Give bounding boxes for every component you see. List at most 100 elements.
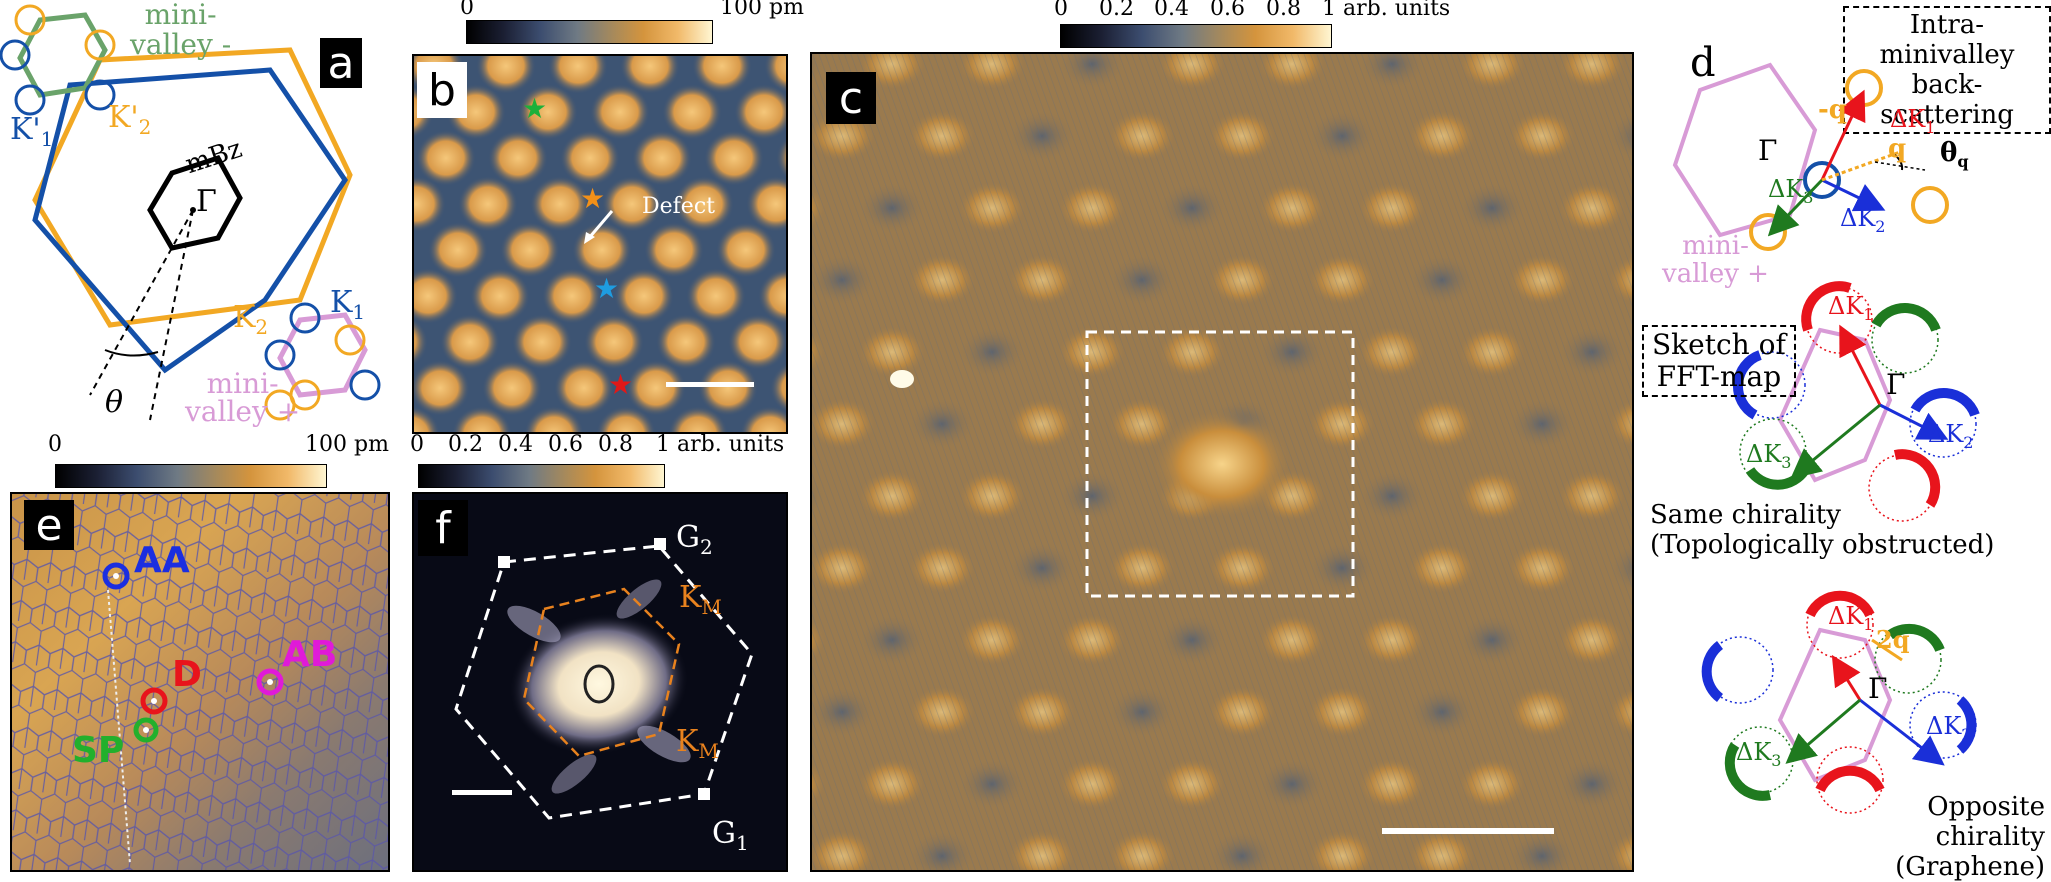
f-tick-1: 0.2 <box>448 432 483 457</box>
c-tick-3: 0.6 <box>1210 0 1245 21</box>
gamma-bottom-label: Γ <box>1868 672 1888 705</box>
c-tick-2: 0.4 <box>1154 0 1189 21</box>
panel-letter-b: b <box>417 62 467 118</box>
moire-site <box>512 314 572 370</box>
dk3-label-mid: ΔK3 <box>1746 440 1792 472</box>
panel-b-cbar-max: 100 pm <box>720 0 804 20</box>
moire-site <box>590 84 650 140</box>
panel-b-image: ★ ★ ★ ★ b Defect <box>412 54 788 434</box>
mini-valley-minus-label: mini- valley - <box>130 0 232 61</box>
dk3-label-top: ΔK3 <box>1768 175 1814 207</box>
panel-b-cbar-min: 0 <box>460 0 474 20</box>
sp-marker <box>133 717 159 743</box>
green-star: ★ <box>522 92 547 125</box>
orange-star: ★ <box>580 182 605 215</box>
mini-valley-minus-hexagon <box>17 12 108 98</box>
moire-site <box>452 406 512 432</box>
moire-site <box>692 56 752 94</box>
moire-site <box>524 406 584 432</box>
panel-b-lattice: ★ ★ ★ ★ <box>414 56 786 432</box>
q-label: q <box>1888 134 1907 164</box>
panel-f-colorbar <box>418 464 665 488</box>
sketch-fft-box: Sketch of FFT-map <box>1642 325 1796 397</box>
d-mini-valley-plus-label: mini- valley + <box>1662 231 1769 289</box>
panel-e-cbar-max: 100 pm <box>305 432 389 457</box>
moire-site <box>476 56 536 94</box>
panel-c-ldos-map <box>812 54 1632 870</box>
moire-site <box>644 222 704 278</box>
moire-site <box>686 268 746 324</box>
f-tick-2: 0.4 <box>498 432 533 457</box>
k1-prime-label: K'1 <box>10 112 54 151</box>
moire-site <box>596 406 656 432</box>
k2-label: K2 <box>233 300 269 339</box>
panel-f-cbar-ticks: 0 0.2 0.4 0.6 0.8 1 arb. units <box>410 432 810 462</box>
dk2-label-top: ΔK2 <box>1840 204 1886 236</box>
moire-site <box>416 130 476 186</box>
moire-site <box>548 56 608 94</box>
moire-site <box>554 360 614 416</box>
panel-letter-c: c <box>826 72 876 124</box>
aa-marker <box>102 562 130 590</box>
intra-minivalley-box: Intra-minivalley back-scattering <box>1843 6 2051 134</box>
moire-site <box>614 268 674 324</box>
moire-site <box>656 314 716 370</box>
minus-q-label: -q <box>1818 95 1847 125</box>
blue-star: ★ <box>594 272 619 305</box>
moire-site <box>776 137 786 179</box>
moire-site <box>662 84 722 140</box>
d-marker <box>140 687 168 715</box>
moire-site <box>704 130 764 186</box>
c-tick-0: 0 <box>1054 0 1068 21</box>
moire-site <box>414 176 446 232</box>
defect-label: Defect <box>642 194 715 219</box>
moire-site <box>530 176 590 232</box>
theta-q-label: θq <box>1940 138 1969 172</box>
moire-site <box>470 268 530 324</box>
c-tick-4: 0.8 <box>1266 0 1301 21</box>
dk1-label-mid: ΔK1 <box>1828 292 1874 324</box>
panel-letter-e: e <box>24 500 74 551</box>
dk3-label-bottom: ΔK3 <box>1736 738 1782 770</box>
f-tick-0: 0 <box>410 432 424 457</box>
mbz-hexagon <box>147 154 243 251</box>
moire-site <box>482 360 542 416</box>
km-label-bottom: KM <box>676 724 719 763</box>
moire-site <box>542 268 602 324</box>
d-label: D <box>172 654 202 695</box>
moire-site <box>602 176 662 232</box>
panel-c-colorbar <box>1060 24 1332 48</box>
moire-site <box>414 406 440 432</box>
moire-site <box>428 222 488 278</box>
panel-c-cbar-ticks: 0 0.2 0.4 0.6 0.8 1 arb. units <box>1054 0 1474 26</box>
gamma-mid-label: Γ <box>1886 368 1906 401</box>
zoom-region-box <box>1085 330 1355 598</box>
f-tick-3: 0.6 <box>548 432 583 457</box>
panel-e-cbar-min: 0 <box>48 432 62 457</box>
two-q-label: 2q <box>1876 625 1910 654</box>
g1-label: G1 <box>712 816 749 855</box>
panel-a-diagram <box>0 4 381 421</box>
panel-letter-d: d <box>1690 40 1716 86</box>
moire-site <box>488 130 548 186</box>
panel-a: mini- valley - a K'1 K'2 mBz Γ K1 K2 θ m… <box>0 0 400 440</box>
ab-label: AB <box>282 634 338 675</box>
moire-site <box>668 406 728 432</box>
dk2-label-mid: ΔK2 <box>1928 420 1974 452</box>
panel-e-colorbar <box>55 464 327 488</box>
moire-site <box>728 314 786 370</box>
dk1-label-top: ΔK1 <box>1890 105 1936 137</box>
moire-site <box>414 360 470 416</box>
moire-site <box>458 176 518 232</box>
sp-label: SP <box>72 730 125 771</box>
panel-c-scale-bar <box>1382 828 1554 834</box>
gamma-label: Γ <box>196 184 217 219</box>
panel-c-image: c <box>810 52 1634 872</box>
dk2-label-bottom: ΔK2 <box>1926 712 1972 744</box>
moire-site <box>770 363 786 413</box>
moire-site <box>758 268 786 324</box>
moire-site <box>500 222 560 278</box>
k1-label: K1 <box>330 285 366 324</box>
moire-site <box>560 130 620 186</box>
opposite-chirality-caption: Opposite chirality (Graphene) <box>1895 792 2045 882</box>
